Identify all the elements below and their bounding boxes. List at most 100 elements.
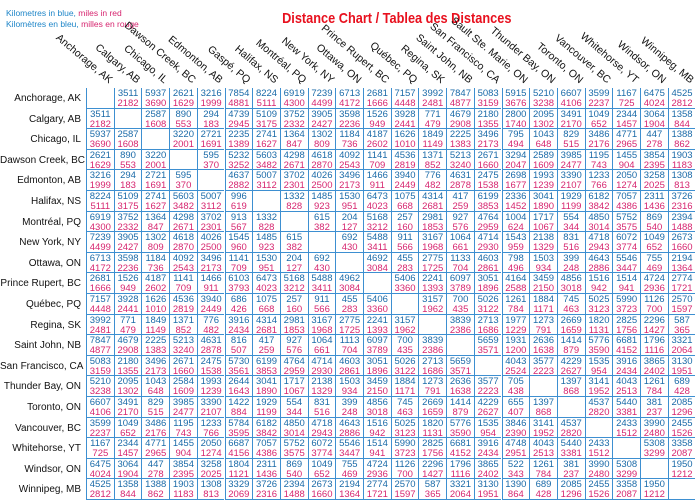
miles-value: 1951 [671, 365, 693, 377]
km-value: 4043 [616, 376, 638, 388]
distance-cell: 1233 766 [584, 170, 613, 192]
miles-value: 1183 [671, 159, 693, 171]
miles-value: 1660 [477, 159, 499, 171]
miles-value: 3112 [200, 201, 222, 212]
km-value: 3916 [477, 438, 499, 450]
distance-cell: 2194 1364 [667, 252, 696, 274]
distance-cell: 5546 3447 [335, 438, 363, 459]
km-value: 7157 [394, 88, 416, 99]
miles-value: 661 [314, 345, 330, 357]
miles-value: 3723 [616, 304, 638, 315]
miles-value: 283 [341, 304, 358, 315]
miles-value: 3159 [477, 98, 499, 109]
miles-value: 2908 [449, 118, 471, 130]
miles-value: 1629 [172, 98, 194, 109]
distance-cell: 3258 2025 [640, 170, 668, 191]
miles-value: 1721 [366, 489, 388, 501]
km-value: 745 [397, 397, 413, 408]
km-value: 3390 [200, 397, 222, 408]
miles-value: 515 [147, 407, 164, 418]
km-value: 4603 [477, 252, 499, 264]
km-value: 3577 [532, 355, 555, 367]
distance-cell: 1302 809 [141, 232, 170, 253]
miles-value: 2434 [616, 365, 638, 377]
km-value: 3157 [422, 294, 444, 305]
miles-value: 1149 [145, 324, 166, 336]
km-value: 7239 [311, 88, 333, 99]
distance-cell: 1514 941 [363, 438, 391, 459]
distance-cell: 5308 3299 [640, 438, 668, 459]
miles-value: 766 [591, 180, 607, 192]
km-value: 1308 [200, 479, 222, 491]
miles-value: 3842 [588, 201, 610, 212]
distance-cell: 2475 1538 [196, 355, 225, 377]
miles-value: 813 [674, 180, 690, 192]
miles-value: 2513 [616, 386, 638, 398]
distance-cell: 2050 1274 [612, 170, 640, 191]
km-value: 3459 [532, 273, 555, 285]
distance-cell: 6473 4023 [363, 191, 391, 212]
distance-cell: 204 127 [279, 252, 308, 274]
miles-value: 3299 [643, 448, 665, 460]
miles-value: 2236 [339, 118, 361, 130]
miles-value: 2441 [117, 304, 139, 315]
km-value: 2721 [200, 129, 222, 141]
km-value: 927 [452, 211, 469, 223]
miles-value: 3482 [172, 201, 194, 212]
km-value: 1302 [145, 232, 167, 244]
km-value: 1308 [671, 170, 693, 182]
km-value: 4771 [616, 129, 638, 141]
miles-value: 430 [341, 242, 358, 254]
distance-cell: 1126 700 [640, 294, 668, 315]
km-value: 5752 [283, 438, 305, 450]
miles-value: 1725 [422, 262, 444, 274]
miles-value: 540 [286, 468, 303, 480]
miles-value: 4024 [643, 98, 665, 109]
distance-cell: 2225 1383 [446, 129, 474, 150]
miles-value: 553 [120, 159, 136, 171]
miles-value: 2047 [505, 159, 527, 171]
distance-cell: 911 566 [307, 294, 336, 315]
km-value: 3599 [588, 88, 610, 99]
km-value: 1820 [422, 417, 444, 429]
miles-value: 283 [397, 262, 413, 274]
miles-value: 2878 [449, 180, 471, 192]
miles-value: 3084 [339, 283, 361, 295]
km-value: 2344 [616, 108, 638, 120]
distance-cell: 5109 3175 [113, 191, 142, 212]
distance-cell: 6475 4024 [86, 458, 114, 480]
distance-cell: 2344 1457 [113, 438, 142, 459]
km-value: 1141 [228, 252, 250, 264]
km-value: 1390 [505, 479, 527, 491]
km-value: 3598 [339, 108, 361, 120]
km-value: 5406 [366, 294, 388, 305]
miles-value: 2861 [477, 262, 499, 274]
distance-cell: 755 469 [640, 252, 668, 274]
km-value: 1141 [173, 273, 194, 285]
km-value: 5937 [145, 88, 167, 99]
km-value: 5025 [588, 294, 610, 305]
km-value: 4724 [366, 458, 388, 470]
distance-cell: 2775 1725 [335, 314, 363, 336]
legend-km-en: Kilometres in blue, [6, 8, 76, 18]
km-value: 1126 [394, 458, 416, 470]
km-value: 3390 [560, 170, 582, 182]
km-value: 3216 [89, 170, 111, 182]
distance-cell: 1530 951 [252, 252, 280, 274]
distance-cell: 831 516 [556, 232, 585, 253]
miles-value: 3853 [255, 365, 278, 377]
distance-cell: 3216 1999 [196, 88, 225, 109]
distance-cell: 5026 3122 [390, 355, 419, 377]
distance-cell: 3992 2481 [86, 314, 114, 336]
distance-cell: 3459 2150 [363, 376, 391, 397]
km-value: 6681 [616, 335, 638, 347]
distance-cell: 4092 2543 [169, 252, 197, 274]
distance-cell [169, 149, 197, 171]
distance-cell: 3390 2107 [556, 170, 585, 191]
miles-value: 1212 [643, 489, 665, 501]
km-value: 4092 [172, 252, 194, 264]
miles-value: 479 [424, 118, 441, 130]
miles-value: 941 [618, 283, 635, 295]
distance-cell: 554 344 [279, 397, 308, 418]
km-value: 2673 [311, 479, 333, 491]
